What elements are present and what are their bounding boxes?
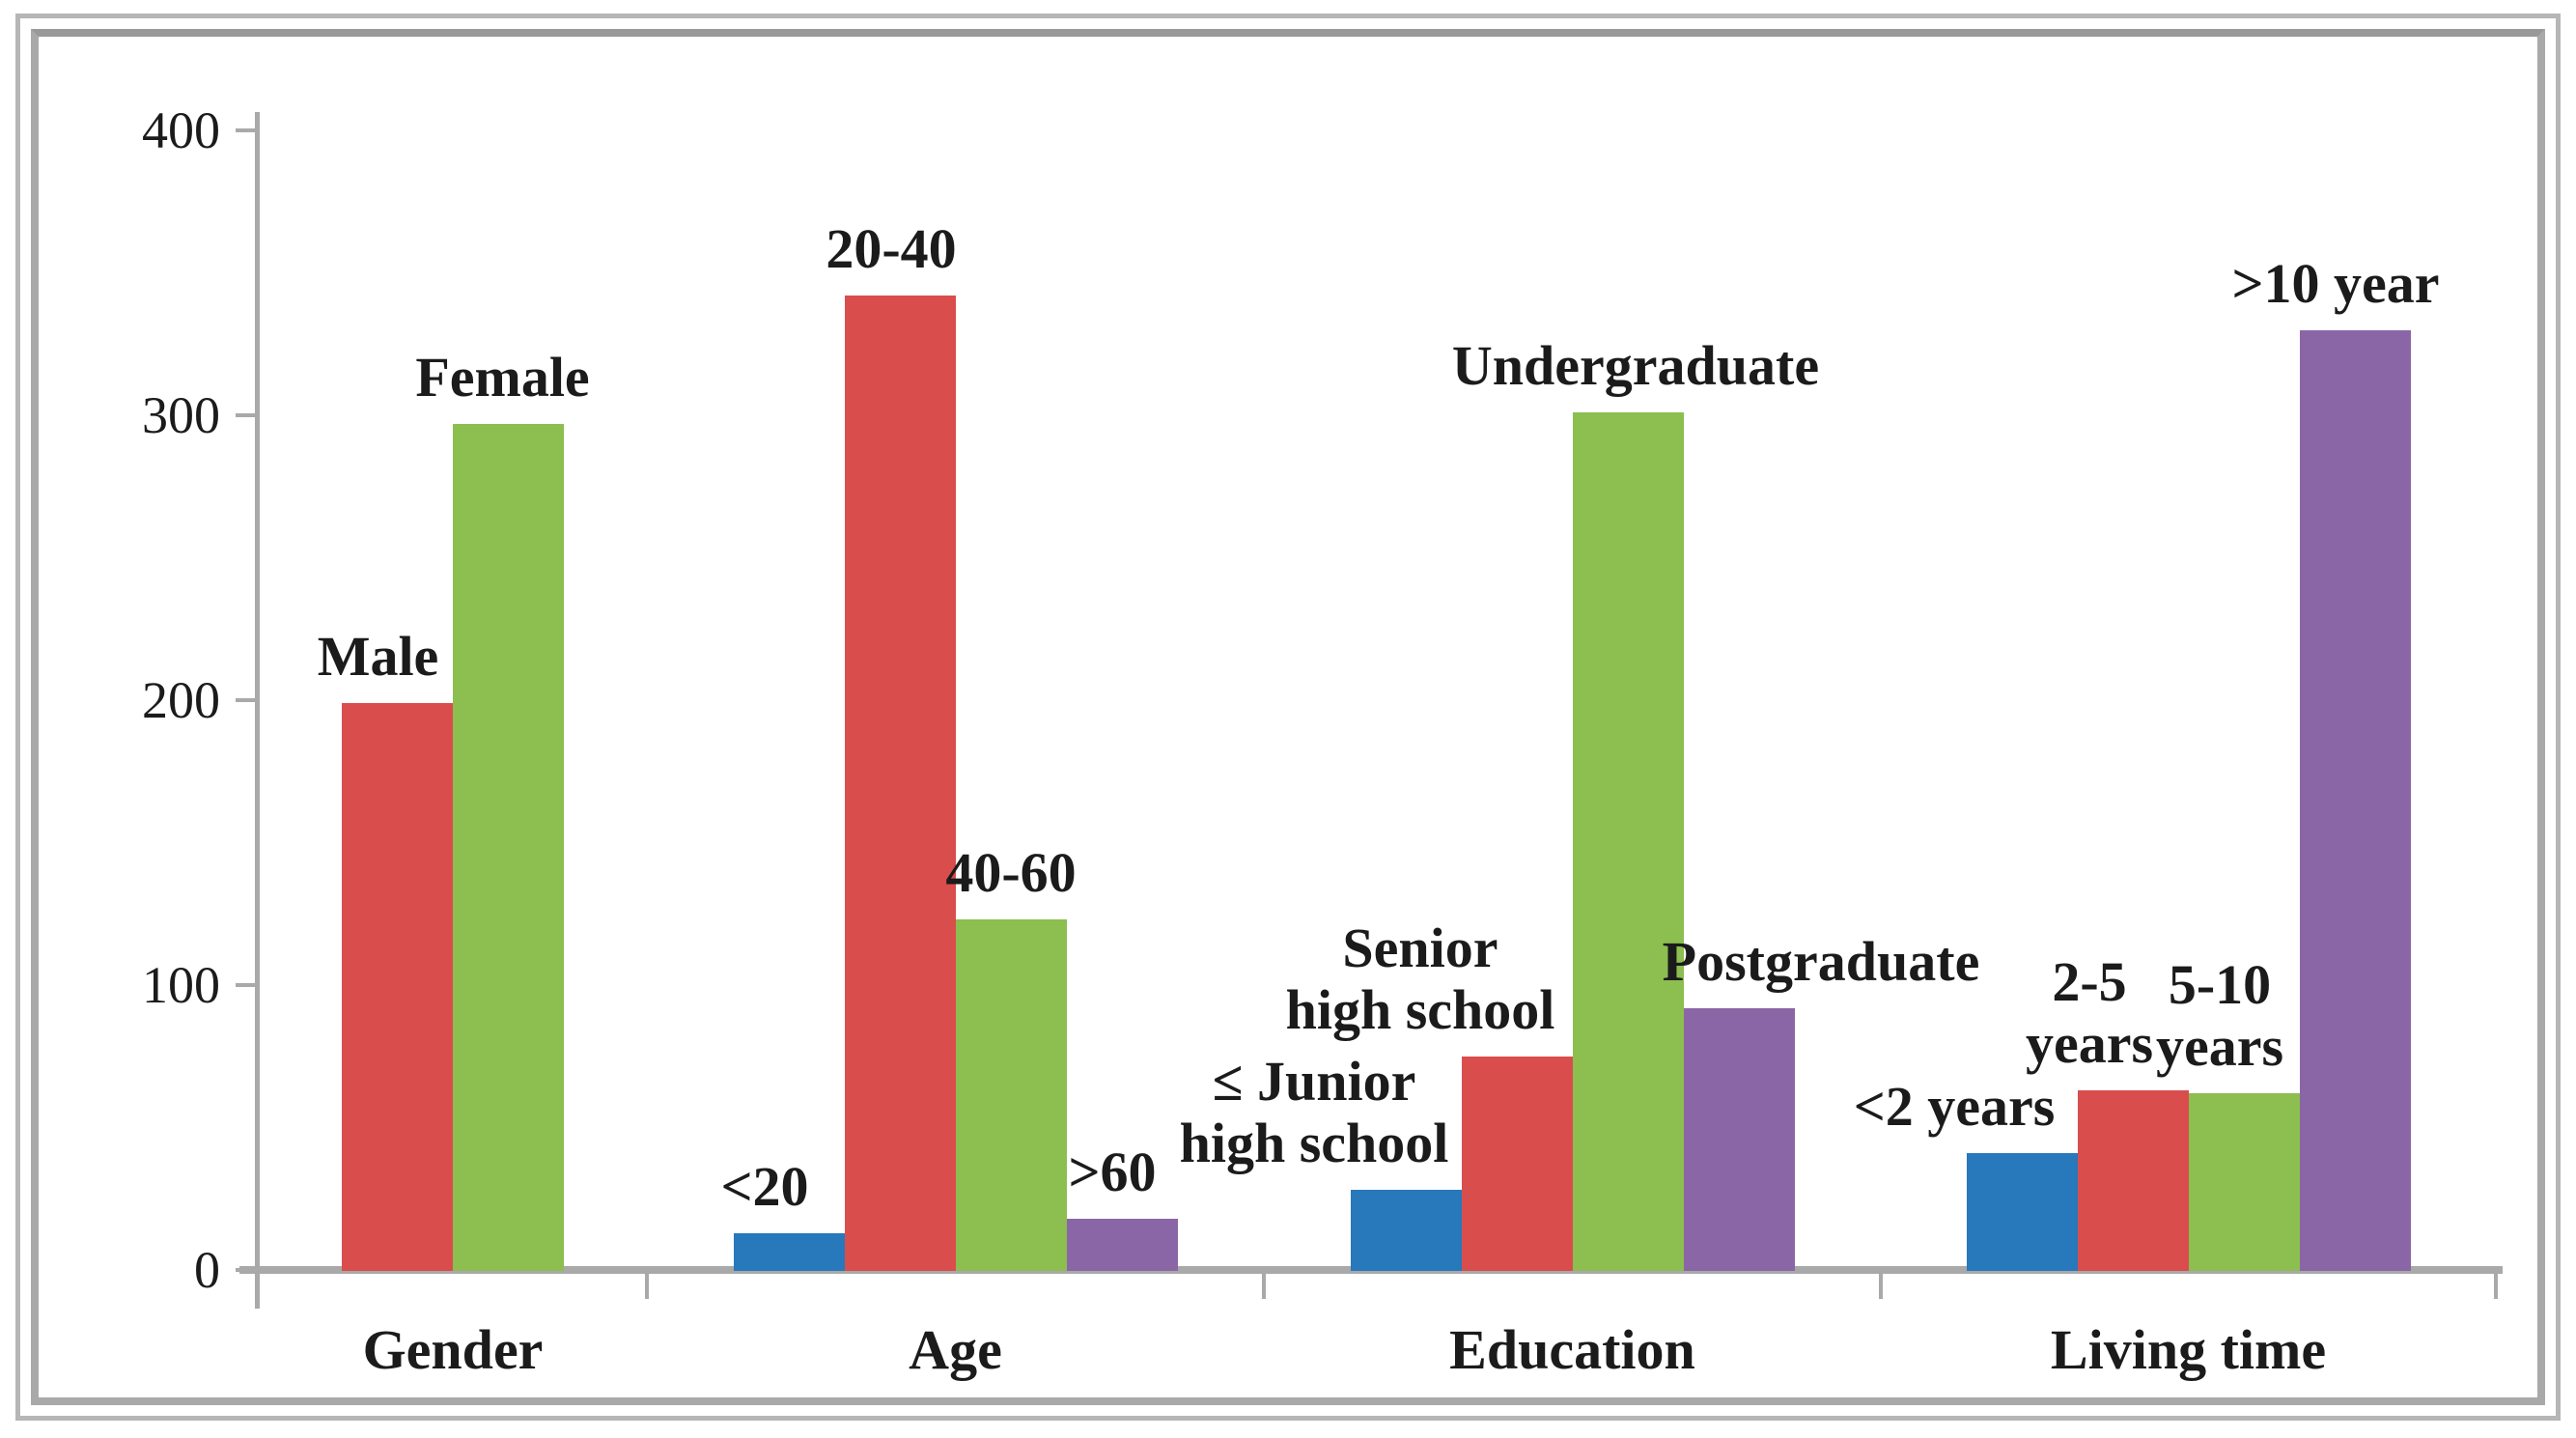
bar-label: <2 years	[1853, 1075, 2056, 1139]
group-label: Education	[1449, 1318, 1695, 1381]
group-label: Gender	[362, 1318, 544, 1381]
bar	[2077, 1090, 2189, 1271]
y-tick	[236, 413, 259, 417]
bar	[453, 423, 564, 1271]
bar-label: Male	[317, 624, 439, 688]
bar	[2188, 1093, 2300, 1271]
bar	[2299, 329, 2411, 1271]
y-tick-label: 200	[142, 671, 220, 729]
y-tick-label: 300	[142, 386, 220, 444]
bar-label: >60	[1068, 1140, 1157, 1203]
y-tick	[236, 698, 259, 702]
y-tick-label: 0	[194, 1241, 220, 1299]
y-tick-label: 100	[142, 956, 220, 1014]
x-axis-group-tick	[1879, 1274, 1883, 1299]
bar	[1461, 1056, 1573, 1271]
bar-label: Undergraduate	[1451, 334, 1820, 398]
x-axis-group-tick	[645, 1274, 649, 1299]
bar	[844, 296, 956, 1271]
group-label: Age	[909, 1318, 1002, 1381]
bar-label: <20	[720, 1154, 809, 1218]
group-label: Living time	[2050, 1318, 2327, 1381]
y-tick	[236, 128, 259, 132]
bar-label: 2-5 years	[2025, 950, 2154, 1076]
bar-label: Female	[415, 345, 590, 409]
y-axis-line	[255, 112, 260, 1309]
bar	[1966, 1153, 2078, 1271]
bar	[342, 702, 453, 1271]
bar-label: 5-10 years	[2155, 953, 2284, 1079]
bar	[733, 1232, 845, 1271]
bar-label: Postgraduate	[1662, 929, 1980, 993]
y-tick	[236, 1268, 259, 1272]
bar	[1066, 1218, 1178, 1271]
bar-label: Senior high school	[1285, 916, 1555, 1041]
bar	[1572, 412, 1684, 1271]
bar-label: ≤ Junior high school	[1179, 1050, 1449, 1175]
x-axis-group-tick	[2494, 1274, 2498, 1299]
y-tick	[236, 983, 259, 987]
bar	[955, 919, 1067, 1271]
bar-label: 20-40	[826, 217, 957, 281]
x-axis-group-tick	[1262, 1274, 1266, 1299]
bar-label: 40-60	[945, 841, 1077, 905]
y-tick-label: 400	[142, 101, 220, 159]
bar	[1350, 1190, 1462, 1271]
bar-label: >10 year	[2231, 251, 2440, 315]
bar	[1683, 1007, 1795, 1271]
